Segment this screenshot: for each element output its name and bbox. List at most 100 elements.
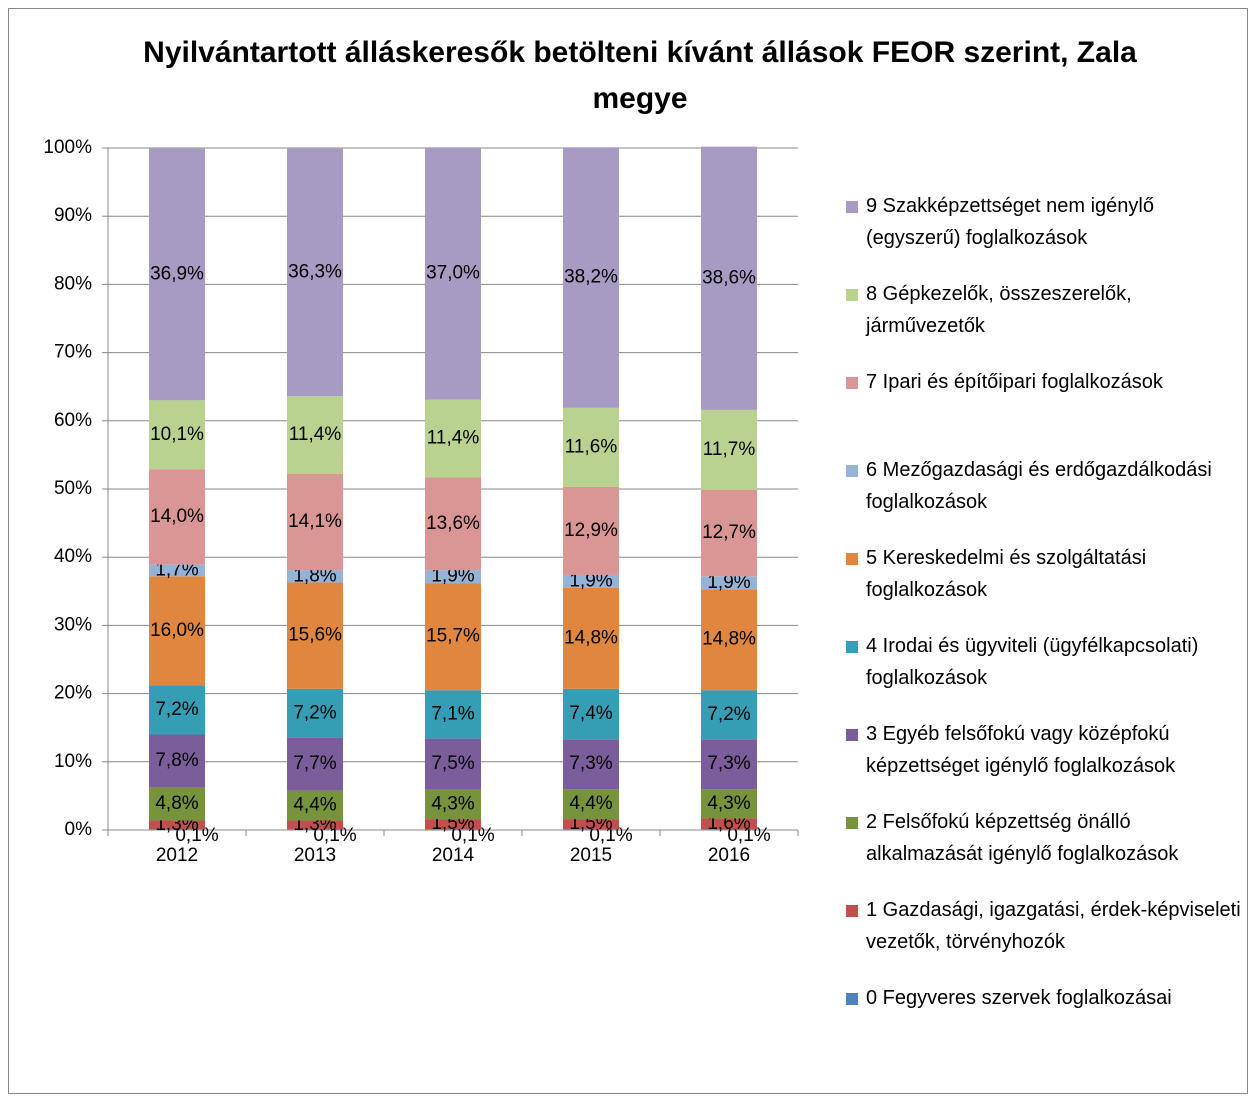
bar-segment — [563, 819, 619, 830]
bar-segment — [425, 147, 481, 400]
bar-segment — [287, 148, 343, 397]
bar-segment — [149, 148, 205, 401]
data-label: 1,9% — [569, 570, 612, 591]
legend-entry: 5 Kereskedelmi és szolgáltatási foglalko… — [846, 542, 1246, 630]
y-tick-label: 70% — [54, 342, 92, 363]
bar-segment — [149, 576, 205, 686]
data-label: 7,5% — [431, 753, 474, 774]
legend-label: 5 Kereskedelmi és szolgáltatási foglalko… — [866, 547, 1147, 601]
x-tick-label: 2013 — [294, 845, 336, 866]
data-label: 14,0% — [150, 506, 204, 527]
bar-segment — [149, 820, 205, 830]
chart-title: Nyilvántartott álláskeresők betölteni kí… — [143, 36, 1137, 115]
legend-label: 7 Ipari és építőipari foglalkozások — [866, 371, 1163, 393]
bar-segment — [425, 399, 481, 478]
data-label: 10,1% — [150, 424, 204, 445]
bar-segment — [701, 818, 757, 830]
legend-swatch — [846, 817, 858, 829]
bar-segment — [563, 407, 619, 487]
data-label: 11,6% — [565, 436, 618, 457]
data-label: 7,1% — [431, 703, 474, 724]
bar-segment — [149, 564, 205, 577]
legend-swatch — [846, 905, 858, 917]
legend-label: 6 Mezőgazdasági és erdőgazdálkodási fogl… — [866, 459, 1212, 513]
bar-segment — [425, 477, 481, 571]
data-label: 36,9% — [150, 264, 204, 285]
bar-segment — [425, 829, 481, 830]
bar-segment — [563, 739, 619, 790]
legend-entry: 7 Ipari és építőipari foglalkozások — [846, 366, 1246, 454]
data-label: 4,3% — [431, 793, 474, 814]
y-tick-label: 90% — [54, 205, 92, 226]
data-label: 0,1% — [727, 825, 770, 846]
data-label: 12,9% — [564, 520, 618, 541]
data-label: 7,8% — [155, 750, 198, 771]
legend-swatch — [846, 993, 858, 1005]
data-label: 7,3% — [707, 753, 750, 774]
bar-segment — [425, 789, 481, 820]
legend-swatch — [846, 289, 858, 301]
data-label: 7,7% — [293, 753, 336, 774]
chart-frame — [8, 8, 1248, 1094]
bar-segment — [287, 820, 343, 830]
data-label: 4,8% — [155, 793, 198, 814]
data-label: 38,2% — [564, 267, 618, 288]
legend-swatch — [846, 641, 858, 653]
bar-segment — [563, 829, 619, 830]
bar-segment — [701, 789, 757, 819]
bar-segment — [701, 489, 757, 577]
bar-segment — [425, 583, 481, 691]
legend-swatch — [846, 553, 858, 565]
bar-segment — [287, 473, 343, 571]
legend-label: 9 Szakképzettséget nem igénylő (egyszerű… — [866, 195, 1154, 249]
data-label: 37,0% — [426, 263, 480, 284]
x-tick-label: 2015 — [570, 845, 612, 866]
data-label: 36,3% — [288, 261, 342, 282]
bar-segment — [701, 739, 757, 790]
x-tick-label: 2016 — [708, 845, 750, 866]
data-label: 38,6% — [702, 267, 756, 288]
bar-segment — [425, 570, 481, 584]
y-tick-label: 10% — [54, 751, 92, 772]
data-label: 7,4% — [569, 703, 612, 724]
data-label: 4,4% — [293, 794, 336, 815]
legend-entry: 1 Gazdasági, igazgatási, érdek-képvisele… — [846, 894, 1246, 982]
data-label: 15,7% — [426, 626, 480, 647]
legend-entry: 9 Szakképzettséget nem igénylő (egyszerű… — [846, 190, 1246, 278]
data-label: 14,8% — [702, 629, 756, 650]
legend-label: 2 Felsőfokú képzettség önálló alkalmazás… — [866, 811, 1179, 865]
data-label: 7,3% — [569, 753, 612, 774]
bar-segment — [149, 829, 205, 830]
data-label: 7,2% — [155, 699, 198, 720]
bar-segment — [149, 787, 205, 821]
y-tick-label: 20% — [54, 683, 92, 704]
data-label: 11,7% — [703, 439, 756, 460]
bar-segment — [701, 690, 757, 740]
data-label: 15,6% — [288, 625, 342, 646]
data-label: 14,1% — [288, 511, 342, 532]
data-label: 0,1% — [175, 825, 218, 846]
bar-segment — [149, 685, 205, 735]
legend-swatch — [846, 377, 858, 389]
bar-segment — [287, 829, 343, 830]
data-label: 11,4% — [289, 424, 342, 445]
data-label: 4,4% — [569, 793, 612, 814]
bar-segment — [287, 396, 343, 474]
legend-entry: 8 Gépkezelők, összeszerelők, járművezető… — [846, 278, 1246, 366]
data-label: 16,0% — [150, 620, 204, 641]
bar-segment — [287, 790, 343, 821]
data-label: 4,3% — [707, 793, 750, 814]
data-label: 1,9% — [707, 572, 750, 593]
legend-label: 3 Egyéb felsőfokú vagy középfokú képzett… — [866, 723, 1176, 777]
bar-segment — [563, 574, 619, 588]
y-tick-label: 80% — [54, 273, 92, 294]
data-label: 12,7% — [702, 522, 756, 543]
bar-segment — [701, 576, 757, 590]
bar-segment — [149, 469, 205, 565]
y-tick-label: 60% — [54, 410, 92, 431]
legend-swatch — [846, 729, 858, 741]
data-label: 11,4% — [427, 428, 480, 449]
data-label: 0,1% — [313, 825, 356, 846]
